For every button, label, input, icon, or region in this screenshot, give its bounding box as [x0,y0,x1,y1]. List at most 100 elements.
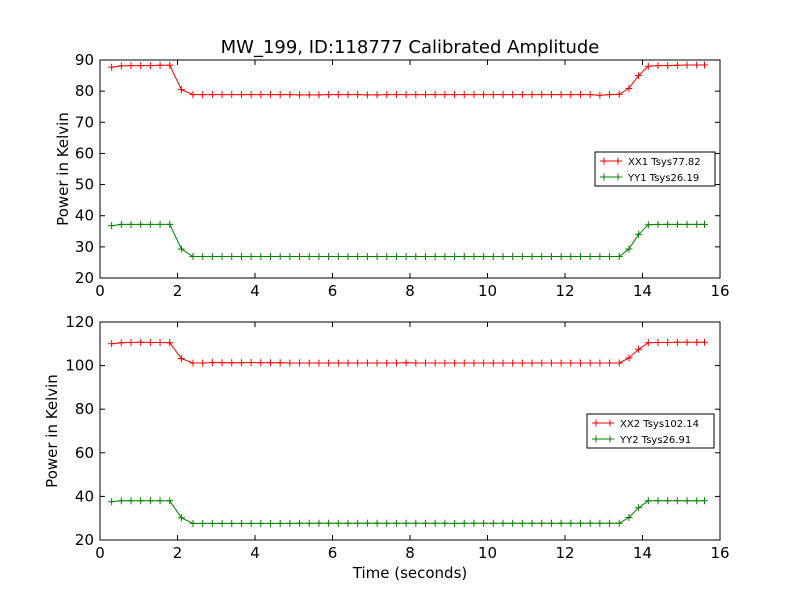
data-point [247,519,255,527]
y-axis-label: Power in Kelvin [43,374,61,488]
data-point [577,359,584,367]
y-tick-label: 20 [75,269,94,287]
data-point [683,61,691,69]
x-tick-label: 14 [633,282,652,300]
data-point [577,519,584,527]
data-point [354,519,362,527]
data-point [117,497,125,505]
data-point [199,359,207,367]
data-point [247,359,255,367]
data-point [431,253,439,261]
x-tick-label: 2 [173,544,183,562]
data-point [315,519,323,527]
data-point [480,91,488,99]
data-point [606,253,614,261]
data-point [673,338,681,346]
data-point [664,62,672,70]
data-point [177,514,185,522]
data-point [237,91,245,99]
data-point [137,220,145,228]
data-point [286,359,294,367]
data-point [701,338,708,346]
data-point [489,359,497,367]
data-point [156,497,164,505]
data-point [499,253,507,261]
y-axis-label: Power in Kelvin [54,112,72,226]
data-point [237,253,245,261]
data-point [373,519,381,527]
y-tick-label: 120 [65,313,94,331]
data-point [156,338,164,346]
data-point [237,519,245,527]
x-tick-label: 10 [478,282,497,300]
data-point [257,253,265,261]
data-point [208,91,216,99]
data-point [615,90,623,98]
data-point [673,220,681,228]
legend-label: YY1 Tsys26.19 [627,173,699,184]
y-tick-label: 60 [75,444,94,462]
data-point [315,253,323,261]
data-point [127,220,135,228]
data-point [199,91,207,99]
data-point [286,91,294,99]
data-point [654,497,662,505]
data-point [228,359,236,367]
data-point [305,359,313,367]
data-point [489,91,497,99]
data-point [276,359,284,367]
data-point [451,359,459,367]
data-point [518,519,526,527]
data-point [146,497,154,505]
data-point [305,253,313,261]
data-point [296,253,304,261]
data-point [470,359,478,367]
legend-marker [600,173,622,181]
data-point [596,91,604,99]
data-point [412,519,420,527]
y-tick-label: 60 [75,144,94,162]
data-point [422,91,429,99]
data-point [693,338,701,346]
data-point [392,91,400,99]
data-point [166,339,174,347]
data-point [557,253,565,261]
data-point [538,253,546,261]
data-point [586,91,594,99]
data-point [596,519,604,527]
data-point [567,519,575,527]
data-point [547,519,555,527]
data-point [344,253,352,261]
series-1-1 [108,61,708,99]
data-point [412,359,420,367]
data-point [693,220,701,228]
data-point [683,338,691,346]
data-point [451,91,459,99]
data-point [402,359,410,367]
data-point [509,91,517,99]
data-point [547,359,555,367]
y-tick-label: 20 [75,531,94,549]
data-point [117,220,125,228]
data-point [156,61,164,69]
data-point [177,355,185,363]
data-point [305,91,313,99]
data-point [441,91,449,99]
data-point [146,338,154,346]
data-point [334,519,342,527]
data-point [276,253,284,261]
data-point [276,91,284,99]
data-point [334,91,342,99]
data-point [499,91,507,99]
legend-box [594,151,716,187]
data-point [276,519,284,527]
data-point [451,253,459,261]
data-point [363,253,371,261]
data-point [673,61,681,69]
data-point [644,221,652,229]
series-1-2 [108,220,708,261]
bottom-panel: 0 2 4 6 8 10 12 14 16 20 40 60 80 100 120 Power in Kelv… [43,313,730,582]
data-point [267,519,274,527]
data-point [480,519,488,527]
data-point [117,62,125,70]
